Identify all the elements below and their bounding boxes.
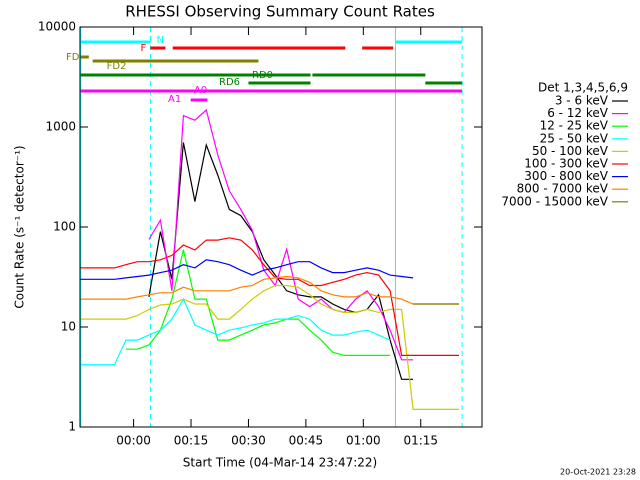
x-tick-label: 00:45 [289, 434, 324, 448]
series-line [80, 275, 459, 305]
plot-frame [79, 26, 483, 428]
legend-label: 50 - 100 keV [532, 144, 609, 158]
series-line [148, 108, 414, 361]
chart-title: RHESSI Observing Summary Count Rates [125, 3, 435, 21]
legend-label: 800 - 7000 keV [517, 182, 609, 196]
flag-label: FD [66, 52, 80, 63]
flag-label: FD2 [107, 61, 127, 72]
legend-label: 6 - 12 keV [547, 106, 609, 120]
y-tick-label: 1000 [45, 120, 76, 134]
flag-label: RD6 [219, 77, 240, 88]
legend-title: Det 1,3,4,5,6,9 [538, 81, 628, 95]
x-tick-label: 00:00 [116, 434, 151, 448]
series-line [80, 297, 391, 366]
x-tick-label: 01:15 [403, 434, 438, 448]
flag-label: RD0 [252, 70, 273, 81]
legend-label: 3 - 6 keV [555, 94, 609, 108]
flag-label: A1 [168, 94, 181, 105]
series-line [125, 249, 391, 356]
series-line [80, 284, 459, 410]
y-tick-label: 10 [61, 320, 76, 334]
flag-label: N [156, 35, 163, 46]
legend-label: 12 - 25 keV [540, 119, 609, 133]
legend-label: 100 - 300 keV [524, 157, 608, 171]
flag-label: F [140, 43, 146, 54]
y-tick-label: 10000 [38, 20, 76, 34]
flag-label: A0 [194, 85, 207, 96]
series-line [80, 237, 459, 356]
y-axis-label: Count Rate (s⁻¹ detector⁻¹) [13, 145, 27, 308]
y-tick-label: 1 [68, 420, 76, 434]
series-line [148, 142, 414, 380]
legend-label: 300 - 800 keV [524, 169, 608, 183]
x-tick-label: 01:00 [346, 434, 381, 448]
legend-label: 7000 - 15000 keV [501, 194, 608, 208]
legend-label: 25 - 50 keV [540, 131, 609, 145]
x-axis-label: Start Time (04-Mar-14 23:47:22) [183, 456, 377, 470]
series-line [80, 259, 414, 280]
footer: 20-Oct-2021 23:28 [560, 468, 636, 477]
x-tick-label: 00:15 [174, 434, 209, 448]
y-tick-label: 100 [53, 220, 76, 234]
x-tick-label: 00:30 [231, 434, 266, 448]
